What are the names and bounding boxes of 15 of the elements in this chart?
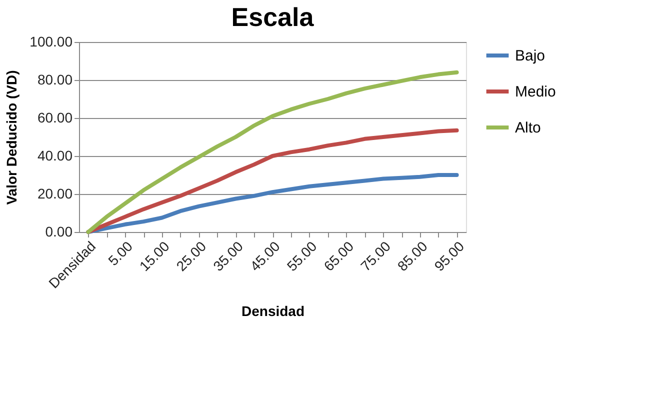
legend-label: Medio: [515, 84, 556, 100]
x-tick-label: 5.00: [104, 238, 136, 269]
legend-label: Alto: [515, 120, 541, 136]
y-axis-title: Valor Deducido (VD): [4, 70, 20, 205]
y-tick-label: 80.00: [37, 72, 73, 88]
y-tick-label: 60.00: [37, 110, 73, 126]
chart-title: Escala: [231, 2, 314, 32]
x-axis-title: Densidad: [241, 303, 305, 320]
y-tick-label: 100.00: [30, 34, 73, 50]
line-series: [86, 70, 459, 234]
y-tick-label: 0.00: [45, 224, 73, 240]
legend-label: Bajo: [515, 48, 546, 64]
y-tick-label: 20.00: [37, 186, 73, 202]
y-tick-label: 40.00: [37, 148, 73, 164]
line-series: [86, 173, 459, 234]
